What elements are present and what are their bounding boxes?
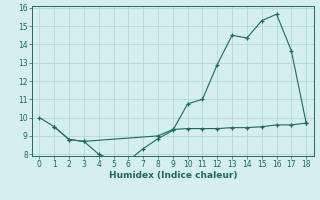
X-axis label: Humidex (Indice chaleur): Humidex (Indice chaleur) bbox=[108, 171, 237, 180]
